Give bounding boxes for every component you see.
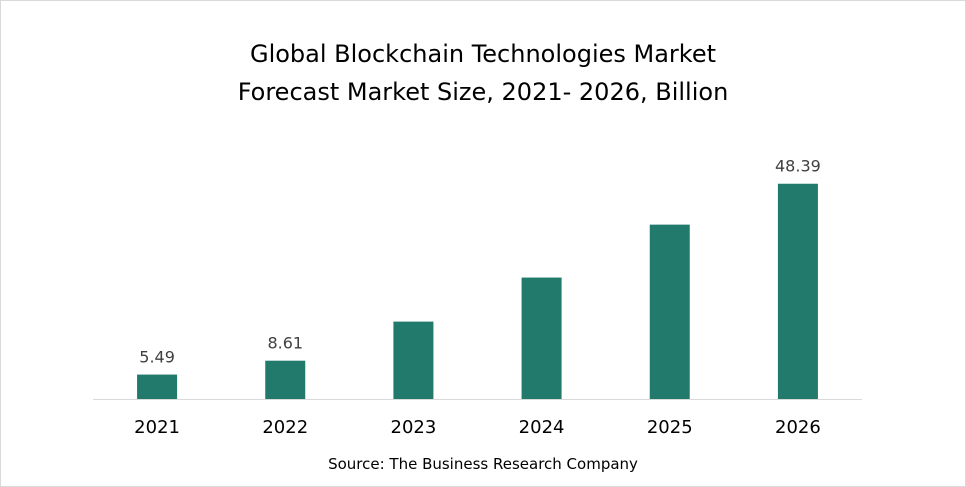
- x-tick-2022: 2022: [262, 417, 308, 438]
- source-note: Source: The Business Research Company: [328, 455, 638, 473]
- x-tick-2023: 2023: [391, 417, 437, 438]
- bar-2025: [649, 224, 690, 399]
- bar-2023: [393, 321, 434, 399]
- chart-title: Global Blockchain Technologies Market: [249, 40, 717, 68]
- data-label-2021: 5.49: [139, 348, 175, 367]
- x-tick-2021: 2021: [134, 417, 180, 438]
- x-tick-2024: 2024: [519, 417, 565, 438]
- x-tick-2025: 2025: [647, 417, 693, 438]
- x-tick-2026: 2026: [775, 417, 821, 438]
- bar-2021: [137, 374, 178, 399]
- bar-2022: [265, 360, 306, 399]
- bar-2026: [777, 183, 818, 399]
- data-label-2026: 48.39: [775, 157, 821, 176]
- bar-2024: [521, 277, 562, 399]
- data-label-2022: 8.61: [267, 334, 303, 353]
- chart-title-block: Global Blockchain Technologies Market Fo…: [1, 35, 965, 111]
- chart-subtitle: Forecast Market Size, 2021- 2026, Billio…: [237, 78, 729, 106]
